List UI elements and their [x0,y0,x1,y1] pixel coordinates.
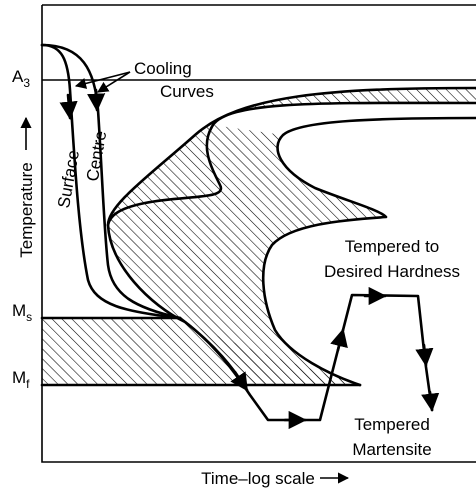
a3-label: A3 [12,67,30,90]
tempering-arrow [330,328,348,352]
cooling-label: Cooling [134,59,192,78]
leader-arrow [97,71,131,93]
white-gap [213,102,476,135]
centre-label: Centre [83,129,111,183]
hatched-band [108,88,476,385]
ms-label: Ms [12,301,32,324]
surface-curve [40,43,182,320]
tempered-label: Desired Hardness [324,262,460,281]
frame [41,4,476,463]
martensite-band [42,318,360,385]
tempered-label: Tempered to [345,237,440,256]
cooling-arrow [59,93,78,120]
y-axis-label: Temperature [17,162,36,257]
end-curve [261,116,476,387]
tempering-arrow [230,370,249,392]
martensite-label: Martensite [352,440,431,459]
martensite-label: Tempered [354,415,430,434]
centre-curve [40,43,182,320]
tempering-arrow [421,390,440,412]
x-axis-label: Time–log scale [201,469,315,488]
leader-arrow [74,71,131,89]
mf-label: Mf [12,368,30,391]
middle-curve [106,101,476,227]
tempering-arrow [415,343,434,367]
cooling-label: Curves [160,82,214,101]
cooling-arrow [87,88,106,112]
